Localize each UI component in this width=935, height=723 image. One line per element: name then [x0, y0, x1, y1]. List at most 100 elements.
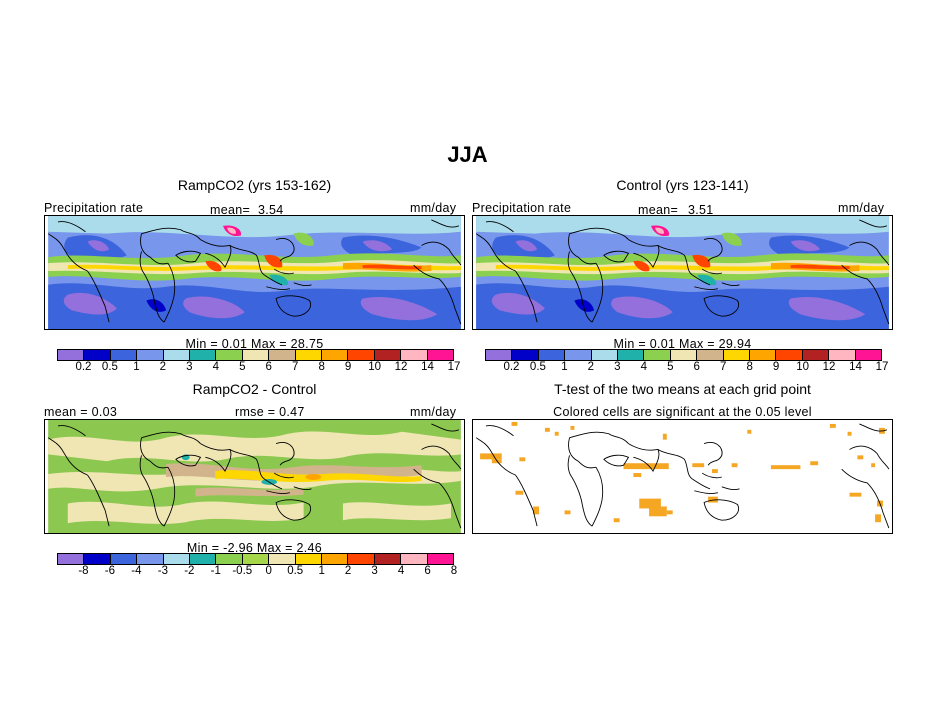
colorbar-swatch [644, 350, 671, 360]
colorbar-swatch [374, 554, 402, 564]
colorbar-tick-label: 1 [318, 565, 325, 577]
colorbar-tick-label: 1 [133, 361, 140, 373]
ramp-colorbar-ticks: 0.2 0.5 1 2 3 4 5 6 7 8 9 10 12 14 17 [57, 361, 460, 375]
colorbar-tick-label: 5 [667, 361, 674, 373]
colorbar-tick-label: 8 [450, 565, 458, 577]
ramp-precip-map-svg [45, 216, 464, 329]
colorbar-swatch [242, 350, 270, 360]
colorbar-swatch [295, 350, 323, 360]
colorbar-tick-label: 12 [822, 361, 836, 373]
figure-title: JJA [447, 142, 488, 167]
colorbar-tick-label: 14 [849, 361, 862, 373]
colorbar-swatch [190, 350, 217, 360]
control-mean-value: 3.51 [688, 203, 714, 217]
colorbar-swatch [374, 350, 402, 360]
colorbar-swatch [512, 350, 539, 360]
colorbar-swatch [618, 350, 645, 360]
colorbar-tick-label: 3 [614, 361, 621, 373]
colorbar-swatch [242, 554, 270, 564]
control-precip-map [472, 215, 893, 330]
colorbar-tick-label: -2 [184, 565, 195, 577]
colorbar-swatch [137, 554, 164, 564]
significant-cells [480, 421, 885, 523]
colorbar-swatch [163, 350, 191, 360]
colorbar-swatch [84, 350, 111, 360]
colorbar-tick-label: 4 [212, 361, 219, 373]
ramp-units-label: mm/day [410, 201, 457, 215]
colorbar-swatch [776, 350, 803, 360]
colorbar-swatch [163, 554, 191, 564]
colorbar-swatch [670, 350, 698, 360]
diff-minmax-stats: Min = -2.96 Max = 2.46 [186, 541, 323, 555]
colorbar-tick-label: 0.5 [529, 361, 546, 373]
colorbar-tick-label: -4 [131, 565, 142, 577]
diff-colorbar-swatches [57, 553, 454, 565]
colorbar-swatch [348, 350, 375, 360]
ramp-mean-label: mean= [210, 203, 251, 217]
colorbar-tick-label: 3 [186, 361, 193, 373]
ramp-colorbar: 0.2 0.5 1 2 3 4 5 6 7 8 9 10 12 14 17 [57, 349, 460, 375]
ramp-minmax-stats: Min = 0.01 Max = 28.75 [185, 337, 324, 351]
colorbar-tick-label: 4 [640, 361, 647, 373]
colorbar-tick-label: 9 [772, 361, 780, 373]
colorbar-tick-label: 14 [421, 361, 434, 373]
colorbar-tick-label: 5 [239, 361, 246, 373]
diff-colorbar-ticks: -8 -6 -4 -3 -2 -1 -0.5 0 0.5 1 2 3 4 6 8 [57, 565, 458, 579]
ttest-panel-title: T-test of the two means at each grid poi… [554, 381, 811, 397]
colorbar-swatch [110, 350, 138, 360]
colorbar-swatch [110, 554, 138, 564]
colorbar-swatch [269, 554, 296, 564]
colorbar-tick-label: 7 [719, 361, 727, 373]
colorbar-tick-label: -1 [210, 565, 221, 577]
diff-units-label: mm/day [410, 405, 457, 419]
colorbar-tick-label: 8 [318, 361, 325, 373]
colorbar-tick-label: 10 [796, 361, 809, 373]
colorbar-swatch [565, 350, 592, 360]
colorbar-tick-label: 0.5 [101, 361, 118, 373]
colorbar-tick-label: 0.5 [287, 565, 304, 577]
colorbar-swatch [84, 554, 111, 564]
colorbar-swatch [190, 554, 217, 564]
colorbar-tick-label: 6 [424, 565, 431, 577]
control-precip-map-svg [473, 216, 892, 329]
colorbar-swatch [591, 350, 619, 360]
colorbar-swatch [295, 554, 323, 564]
colorbar-tick-label: 0.2 [503, 361, 520, 373]
colorbar-tick-label: 8 [746, 361, 753, 373]
colorbar-tick-label: 9 [344, 361, 352, 373]
colorbar-tick-label: 3 [371, 565, 378, 577]
diff-colorbar: -8 -6 -4 -3 -2 -1 -0.5 0 0.5 1 2 3 4 6 8 [57, 553, 458, 579]
colorbar-swatch [802, 350, 830, 360]
colorbar-tick-label: 2 [587, 361, 595, 373]
colorbar-tick-label: -0.5 [232, 565, 253, 577]
colorbar-tick-label: 2 [344, 565, 352, 577]
colorbar-tick-label: 17 [447, 361, 461, 373]
control-colorbar-ticks: 0.2 0.5 1 2 3 4 5 6 7 8 9 10 12 14 17 [485, 361, 888, 375]
colorbar-swatch [269, 350, 296, 360]
colorbar-tick-label: 6 [693, 361, 700, 373]
ramp-precip-map [44, 215, 465, 330]
colorbar-swatch [486, 350, 513, 360]
control-minmax-stats: Min = 0.01 Max = 29.94 [613, 337, 752, 351]
colorbar-swatch [58, 350, 85, 360]
colorbar-tick-label: 0.2 [75, 361, 92, 373]
colorbar-swatch [137, 350, 164, 360]
colorbar-swatch [348, 554, 375, 564]
ramp-colorbar-swatches [57, 349, 454, 361]
colorbar-tick-label: 17 [875, 361, 889, 373]
colorbar-swatch [829, 350, 856, 360]
colorbar-tick-label: 10 [368, 361, 381, 373]
colorbar-swatch [750, 350, 777, 360]
colorbar-tick-label: 6 [265, 361, 272, 373]
colorbar-tick-label: 2 [159, 361, 167, 373]
ttest-significance-map-svg [475, 421, 890, 529]
control-variable-label: Precipitation rate [472, 201, 572, 215]
colorbar-swatch [855, 350, 882, 360]
diff-rmse-label: rmse = 0.47 [235, 405, 305, 419]
colorbar-tick-label: 4 [397, 565, 405, 577]
diff-mean-label: mean = 0.03 [44, 405, 118, 419]
ttest-significance-map [472, 419, 893, 534]
colorbar-tick-label: 1 [561, 361, 568, 373]
colorbar-swatch [401, 350, 428, 360]
colorbar-swatch [427, 554, 454, 564]
